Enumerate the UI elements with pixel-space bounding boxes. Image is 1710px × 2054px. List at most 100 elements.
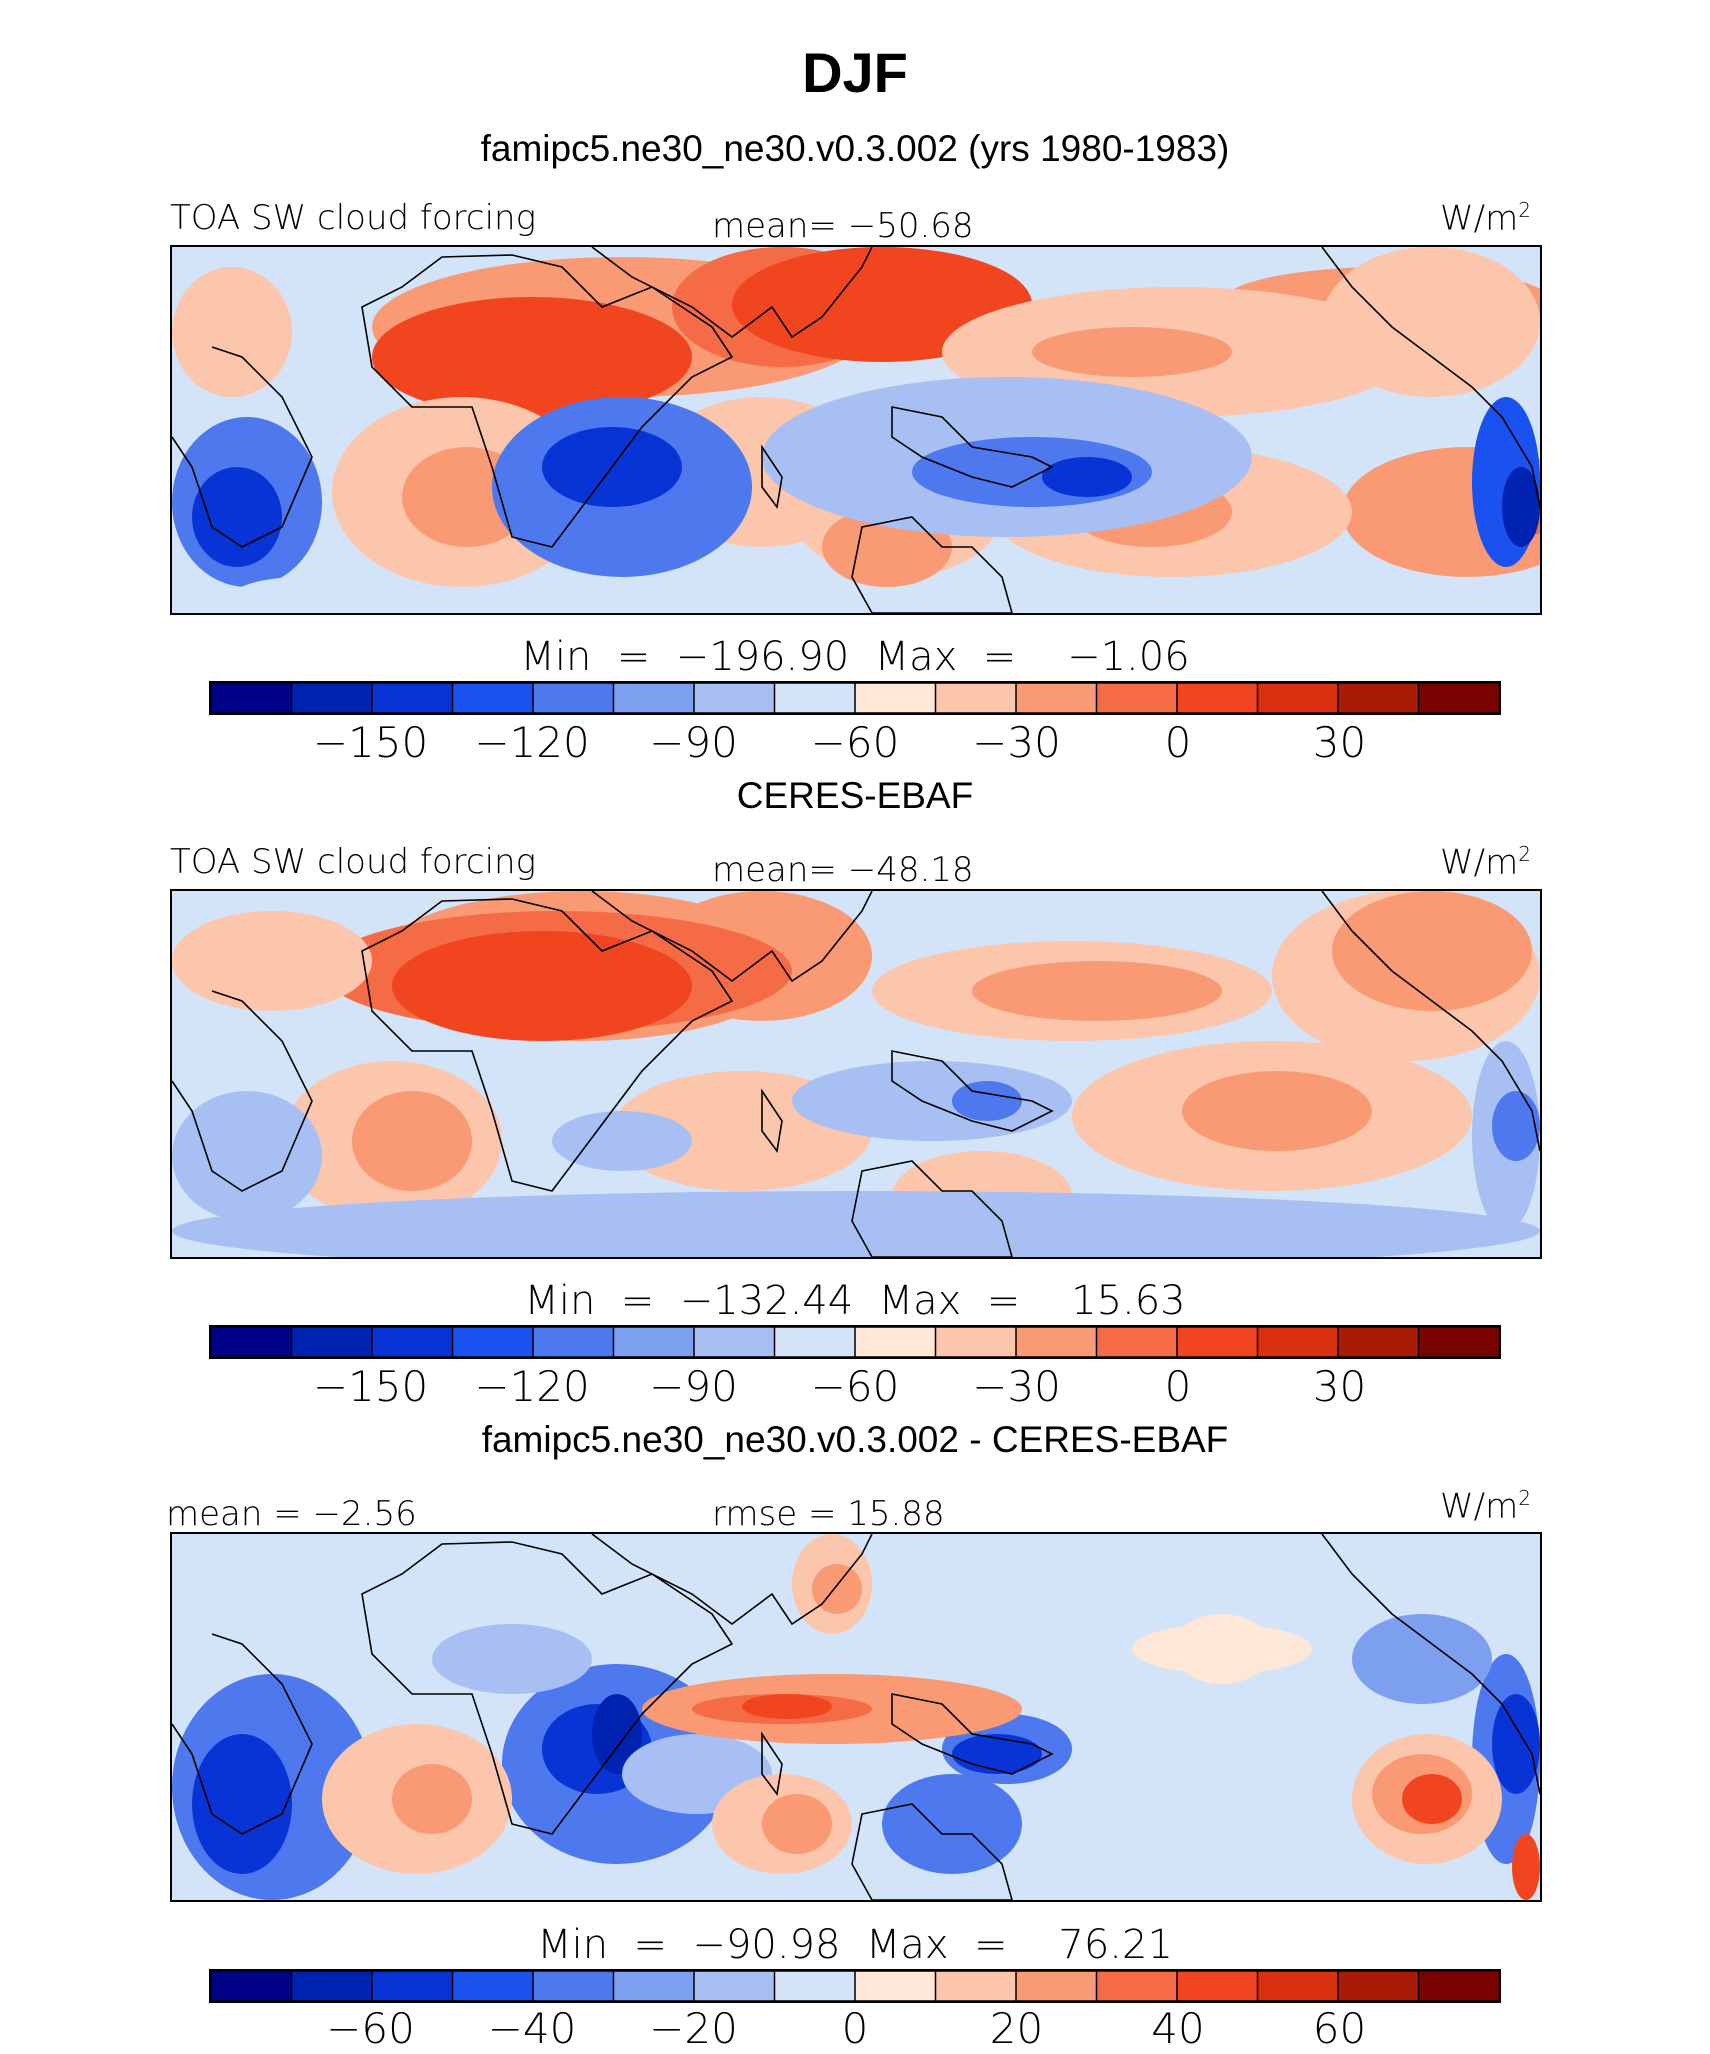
- colorbar-cell: [290, 1327, 374, 1357]
- coastline: [172, 1633, 313, 1835]
- coastline: [591, 891, 873, 983]
- colorbar-tick-label: −30: [972, 1362, 1061, 1411]
- coastline: [1321, 1534, 1540, 1795]
- figure-title: DJF: [802, 41, 908, 104]
- field-contour: [882, 1774, 1022, 1874]
- coastline: [891, 406, 1054, 488]
- field-contour: [952, 1734, 1042, 1774]
- colorbar-cell: [1337, 683, 1420, 713]
- coastline: [1321, 891, 1540, 1152]
- panel-1-colorbar-ticks: −150 −120 −90 −60 −30 0 30: [209, 718, 1501, 768]
- panel-3-colorbar: [209, 1969, 1501, 2003]
- field-contour: [1502, 467, 1540, 547]
- coastline: [851, 1160, 1013, 1257]
- coastline: [361, 254, 734, 548]
- colorbar-tick-label: −60: [326, 2004, 415, 2053]
- field-contour: [742, 1694, 832, 1719]
- field-contour: [372, 297, 692, 417]
- field-contour: [192, 467, 282, 567]
- panel-2-variable-label: TOA SW cloud forcing: [170, 842, 536, 882]
- coastline: [761, 1088, 783, 1153]
- panel-1-minmax: Min = −196.90 Max = −1.06: [520, 634, 1190, 680]
- field-contour: [1402, 1774, 1462, 1824]
- panel-3-map: [170, 1532, 1542, 1902]
- panel-3-subtitle: famipc5.ne30_ne30.v0.3.002 - CERES-EBAF: [481, 1419, 1229, 1460]
- colorbar-cell: [693, 1971, 776, 2001]
- colorbar-cell: [693, 1327, 776, 1357]
- panel-3-rmse-label: rmse = 15.88: [712, 1494, 945, 1534]
- panel-2-map: [170, 889, 1542, 1259]
- panel-2-colorbar: [209, 1325, 1501, 1359]
- coastline: [851, 1803, 1013, 1900]
- colorbar-cell: [451, 1327, 535, 1357]
- panel-3-colorbar-ticks: −60 −40 −20 0 20 40 60: [209, 2004, 1501, 2054]
- colorbar-cell: [1337, 1327, 1420, 1357]
- panel-1-mean-label: mean= −50.68: [712, 206, 974, 246]
- field-contour: [592, 1694, 642, 1774]
- colorbar-cell: [1256, 683, 1340, 713]
- field-contour: [392, 931, 692, 1041]
- field-contour: [1322, 247, 1540, 397]
- coastline: [851, 516, 1013, 613]
- colorbar-cell: [934, 1327, 1018, 1357]
- panel-1-colorbar: [209, 681, 1501, 715]
- field-contour: [352, 1091, 472, 1191]
- colorbar-tick-label: −20: [649, 2004, 738, 2053]
- field-contour: [172, 267, 292, 397]
- colorbar-tick-label: 30: [1312, 1362, 1367, 1411]
- colorbar-cell: [1417, 1327, 1499, 1357]
- colorbar-cell: [371, 1327, 454, 1357]
- colorbar-cell: [1337, 1971, 1420, 2001]
- field-contour: [762, 1794, 832, 1854]
- field-contour: [792, 1061, 1072, 1141]
- colorbar-cell: [211, 1971, 293, 2001]
- field-contour: [1512, 1834, 1540, 1900]
- colorbar-tick-label: −90: [649, 718, 738, 767]
- colorbar-cell: [371, 683, 454, 713]
- colorbar-cell: [934, 683, 1018, 713]
- colorbar-cell: [612, 1971, 696, 2001]
- colorbar-tick-label: −120: [474, 1362, 590, 1411]
- colorbar-tick-label: −40: [487, 2004, 577, 2053]
- colorbar-cell: [1176, 1327, 1259, 1357]
- field-contour: [392, 1764, 472, 1834]
- colorbar-cell: [693, 683, 776, 713]
- colorbar-cell: [532, 1327, 615, 1357]
- colorbar-cell: [1256, 1327, 1340, 1357]
- colorbar-cell: [934, 1971, 1018, 2001]
- panel-1-map: [170, 245, 1542, 615]
- colorbar-tick-label: −60: [810, 1362, 900, 1411]
- coastline: [591, 247, 873, 339]
- panel-2-minmax: Min = −132.44 Max = 15.63: [524, 1278, 1186, 1324]
- colorbar-tick-label: −30: [972, 718, 1061, 767]
- colorbar-cell: [211, 1327, 293, 1357]
- colorbar-cell: [451, 1971, 535, 2001]
- colorbar-cell: [1256, 1971, 1340, 2001]
- colorbar-tick-label: 0: [1164, 1362, 1192, 1411]
- colorbar-tick-label: 0: [841, 2004, 869, 2053]
- field-contour: [552, 1111, 692, 1171]
- colorbar-cell: [773, 683, 857, 713]
- panel-2-colorbar-ticks: −150 −120 −90 −60 −30 0 30: [209, 1362, 1501, 1412]
- coastline: [891, 1050, 1054, 1132]
- colorbar-cell: [532, 683, 615, 713]
- field-contour: [232, 577, 372, 613]
- colorbar-tick-label: 40: [1151, 2004, 1205, 2053]
- colorbar-cell: [1176, 1971, 1259, 2001]
- field-contour: [192, 1734, 292, 1874]
- colorbar-tick-label: −90: [649, 1362, 738, 1411]
- coastline: [172, 990, 313, 1192]
- panel-1-variable-label: TOA SW cloud forcing: [170, 198, 536, 238]
- colorbar-tick-label: 0: [1164, 718, 1192, 767]
- colorbar-cell: [773, 1327, 857, 1357]
- field-contour: [1132, 1624, 1312, 1674]
- coastline: [891, 1693, 1054, 1775]
- colorbar-cell: [773, 1971, 857, 2001]
- colorbar-cell: [1417, 1971, 1499, 2001]
- coastline: [761, 444, 783, 509]
- coastline: [1321, 247, 1540, 508]
- colorbar-cell: [612, 1327, 696, 1357]
- panel-2-subtitle: CERES-EBAF: [736, 775, 974, 816]
- coastline: [761, 1731, 783, 1796]
- coastline: [591, 1534, 873, 1626]
